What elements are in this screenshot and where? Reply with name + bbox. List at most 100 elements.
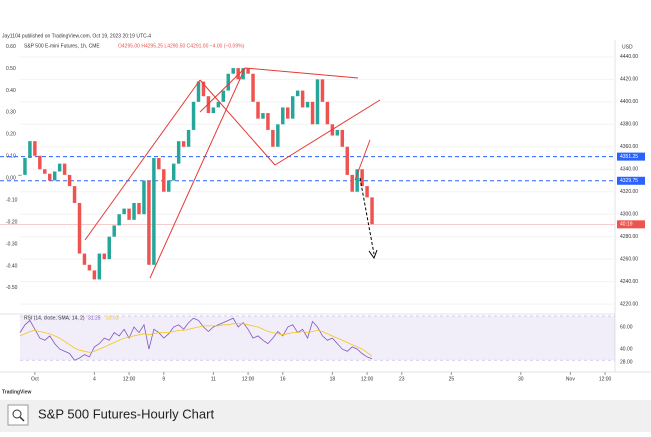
candle: [236, 68, 240, 80]
trendline: [274, 99, 381, 166]
candle: [196, 81, 201, 102]
symbol: S&P 500 E-mini Futures, 1h, CME: [24, 43, 100, 49]
x-tick-label: 18: [330, 376, 336, 382]
candle: [266, 113, 270, 130]
candle: [211, 107, 216, 114]
candle: [67, 174, 72, 187]
forecast-arrow: [359, 177, 375, 255]
candle: [340, 129, 345, 147]
x-tick-label: 4: [93, 376, 96, 382]
y-tick-label: 4380.00: [620, 122, 638, 128]
y2-tick-label: 0.00: [6, 176, 16, 182]
y-tick-label: 4320.00: [620, 189, 638, 195]
candle: [142, 180, 146, 215]
x-tick-label: 9: [162, 376, 165, 382]
x-tick-label: 23: [399, 376, 405, 382]
trendline: [354, 139, 371, 181]
trendline: [199, 79, 276, 166]
candle: [38, 155, 42, 170]
ohlc: O4295.00 H4295.25 L4290.50 C4291.00 −4.0…: [118, 43, 245, 49]
candle: [281, 107, 285, 125]
x-tick-label: 11: [211, 376, 216, 382]
candle: [23, 158, 27, 175]
x-tick-label: 12:00: [599, 376, 612, 382]
candle: [221, 90, 226, 102]
currency: USD: [622, 44, 633, 50]
chart-bg: [0, 0, 651, 400]
brand: TradingView: [2, 389, 31, 395]
candle: [370, 197, 374, 225]
candle: [57, 163, 62, 172]
level-label: 4329.75: [620, 178, 638, 184]
candle: [107, 236, 111, 260]
y-tick-label: 4340.00: [620, 167, 638, 173]
y2-tick-label: 0.40: [6, 88, 16, 94]
y-tick-label: 4300.00: [620, 212, 638, 218]
candle: [132, 202, 136, 220]
candle: [176, 141, 181, 164]
zoom-icon: [12, 409, 22, 419]
candle: [72, 186, 77, 203]
caption-bar: [0, 400, 651, 432]
y2-tick-label: -0.40: [6, 263, 18, 269]
candle: [171, 163, 176, 181]
level-label: 4351.25: [620, 154, 638, 160]
candle: [137, 202, 141, 215]
candle: [320, 79, 325, 102]
candle: [256, 101, 260, 119]
candle: [82, 253, 87, 265]
candle: [315, 79, 320, 125]
candle: [97, 253, 102, 280]
x-tick-label: 12:00: [242, 376, 255, 382]
rsi-last-value: 33.63: [106, 315, 119, 321]
level-label-bg: [617, 152, 645, 161]
candle: [33, 141, 37, 156]
candle: [201, 81, 206, 97]
candle: [122, 208, 126, 215]
candle: [290, 96, 295, 119]
y-tick-label: 4220.00: [620, 301, 638, 307]
arrow-head: [368, 249, 378, 260]
y2-tick-label: -0.20: [6, 219, 18, 225]
candle: [52, 171, 57, 181]
candle: [335, 129, 340, 136]
y2-tick-label: 0.50: [6, 66, 16, 72]
trendline: [84, 79, 201, 241]
y-tick-label: 4280.00: [620, 234, 638, 240]
candle: [276, 124, 280, 147]
candle: [147, 180, 151, 265]
candle: [345, 146, 349, 175]
candle: [152, 158, 156, 265]
candle: [167, 180, 171, 192]
zoom-button[interactable]: [7, 404, 29, 426]
x-tick-label: 12:00: [123, 376, 136, 382]
candle: [157, 158, 161, 170]
candle: [28, 141, 32, 159]
candle: [191, 101, 196, 130]
y-tick-label: 4260.00: [620, 257, 638, 263]
candle: [127, 208, 131, 220]
candle: [231, 68, 235, 74]
candle: [216, 101, 221, 108]
candle: [246, 68, 250, 74]
candle: [305, 101, 310, 108]
level-label-bg: [617, 176, 645, 185]
published: Jay1104 published on TradingView.com, Oc…: [2, 33, 151, 39]
y2-tick-label: -0.10: [6, 197, 18, 203]
countdown: 40:19: [620, 222, 633, 228]
x-tick-label: 12:00: [361, 376, 374, 382]
candle: [117, 214, 121, 226]
candle: [365, 186, 369, 198]
y2-tick-label: 0.20: [6, 132, 16, 138]
candle: [350, 174, 354, 192]
y2-tick-label: 0.60: [6, 44, 16, 50]
candle: [325, 101, 330, 125]
rsi-line: [19, 323, 373, 357]
candle: [300, 90, 305, 108]
candle: [48, 173, 52, 181]
trendline: [244, 67, 359, 79]
candle: [251, 73, 255, 102]
trendlines: [84, 67, 381, 279]
candle: [43, 169, 47, 174]
candle: [206, 96, 211, 114]
